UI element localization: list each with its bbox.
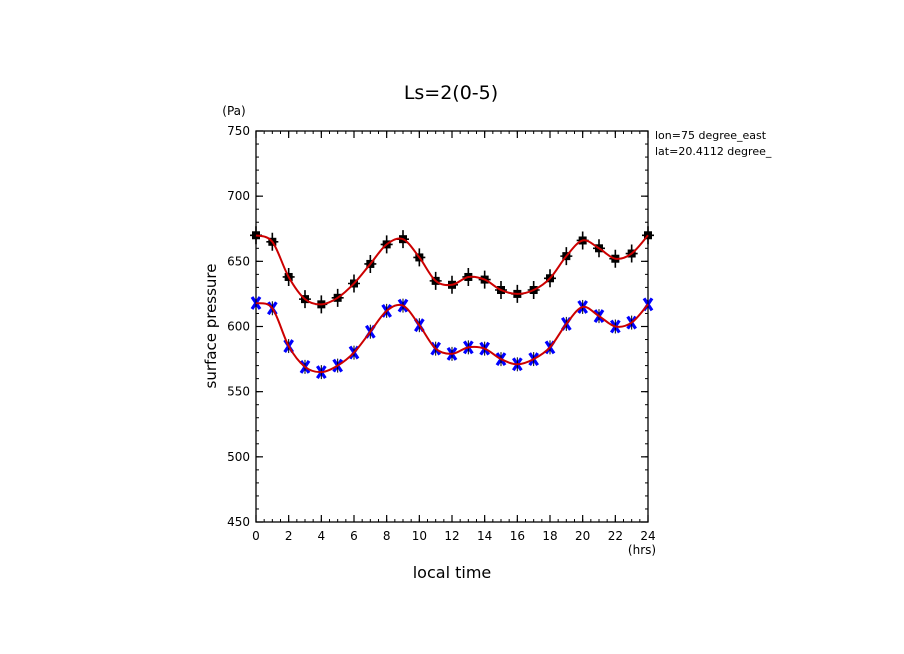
y-tick-label: 600	[227, 320, 250, 334]
annotation-lon: lon=75 degree_east	[655, 129, 767, 142]
y-tick-label: 450	[227, 515, 250, 529]
y-axis-label: surface pressure	[202, 264, 220, 389]
chart-title: Ls=2(0-5)	[404, 82, 498, 104]
x-tick-label: 0	[252, 529, 260, 543]
x-tick-label: 8	[383, 529, 391, 543]
x-tick-label: 24	[640, 529, 655, 543]
series-layer	[250, 226, 654, 380]
x-tick-label: 4	[318, 529, 326, 543]
x-tick-label: 12	[444, 529, 459, 543]
y-tick-label: 650	[227, 254, 250, 268]
x-tick-label: 20	[575, 529, 590, 543]
y-tick-label: 750	[227, 124, 250, 138]
x-tick-label: 14	[477, 529, 492, 543]
x-axis-label: local time	[413, 563, 492, 582]
series-1-line	[255, 302, 649, 374]
x-tick-label: 22	[608, 529, 623, 543]
plot-frame	[255, 130, 649, 523]
x-tick-label: 2	[285, 529, 293, 543]
series-0-line	[255, 234, 649, 306]
axes: 0 2 4 6 8 10 12 14 16 18 20 22 244505005506006507007…	[227, 124, 656, 543]
annotation-lat: lat=20.4112 degree_	[655, 145, 772, 158]
x-tick-label: 10	[412, 529, 427, 543]
y-unit-label: (Pa)	[222, 104, 245, 118]
x-unit-label: (hrs)	[628, 543, 656, 557]
y-tick-label: 700	[227, 189, 250, 203]
y-tick-label: 500	[227, 450, 250, 464]
y-tick-label: 550	[227, 385, 250, 399]
x-tick-label: 18	[542, 529, 557, 543]
x-tick-label: 16	[510, 529, 525, 543]
x-tick-label: 6	[350, 529, 358, 543]
